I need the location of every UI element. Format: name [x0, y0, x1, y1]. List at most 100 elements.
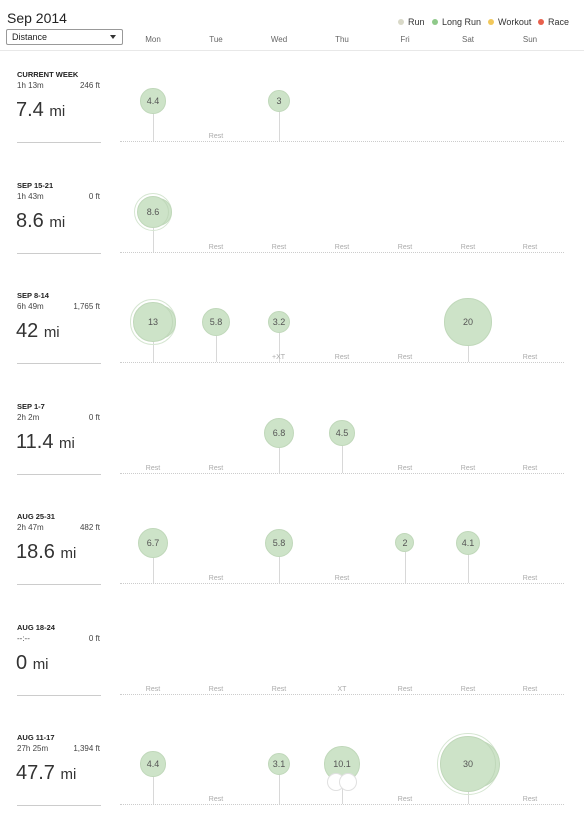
week-row[interactable]: SEP 15-21 1h 43m 0 ft 8.6 mi Rest Rest Rest Res…	[0, 176, 584, 287]
legend-label: Race	[548, 17, 570, 27]
run-stem	[153, 543, 154, 583]
week-label: AUG 25-31	[17, 512, 55, 521]
week-row[interactable]: AUG 18-24 --:-- 0 ft 0 mi Rest Rest Rest XT Rest…	[0, 618, 584, 729]
week-row[interactable]: AUG 11-17 27h 25m 1,394 ft 47.7 mi Rest Rest R…	[0, 728, 584, 839]
run-bubble[interactable]: 6.8	[264, 418, 294, 448]
week-distance-unit: mi	[60, 545, 77, 562]
page-title: Sep 2014	[7, 10, 67, 26]
week-time: 6h 49m	[17, 302, 44, 311]
run-distance-label: 3	[276, 95, 282, 106]
rest-day-label: Rest	[145, 465, 161, 472]
run-distance-label: 4.5	[335, 427, 349, 438]
run-bubble[interactable]: 4.4	[140, 751, 166, 777]
run-stem	[468, 543, 469, 583]
rest-day-label: Rest	[460, 465, 476, 472]
week-row[interactable]: AUG 25-31 2h 47m 482 ft 18.6 mi Rest Rest Rest…	[0, 507, 584, 618]
rest-day-label: Rest	[397, 686, 413, 693]
rest-day-label: Rest	[397, 796, 413, 803]
run-bubble[interactable]: 5.8	[201, 307, 231, 337]
run-bubble[interactable]: 3.2	[267, 310, 291, 334]
rest-day-label: Rest	[334, 354, 350, 361]
week-summary-divider	[17, 253, 101, 254]
rest-day-label: Rest	[271, 244, 287, 251]
week-time: 2h 47m	[17, 523, 44, 532]
run-bubble[interactable]: 5.8	[264, 528, 294, 558]
run-bubble[interactable]: 20	[444, 298, 492, 346]
legend-dot-icon	[538, 19, 544, 25]
run-bubble[interactable]: 13	[133, 302, 173, 342]
rest-day-label: Rest	[208, 575, 224, 582]
rest-day-label: Rest	[522, 465, 538, 472]
run-stem	[279, 764, 280, 804]
legend-label: Workout	[498, 17, 532, 27]
week-distance: 0 mi	[16, 652, 49, 675]
metric-select[interactable]: Distance	[6, 29, 123, 45]
legend-dot-icon	[432, 19, 438, 25]
legend-dot-icon	[488, 19, 494, 25]
run-distance-label: 4.4	[146, 758, 160, 769]
week-baseline	[120, 583, 564, 584]
run-bubble[interactable]: 2	[395, 533, 415, 553]
week-baseline	[120, 362, 564, 363]
run-distance-label: 13	[147, 316, 158, 327]
week-time: 1h 13m	[17, 81, 44, 90]
week-distance-value: 8.6	[16, 210, 44, 232]
legend-label: Long Run	[442, 17, 482, 27]
run-bubble[interactable]: 6.7	[138, 528, 168, 558]
run-distance-label: 6.7	[146, 537, 160, 548]
run-bubble[interactable]: 30	[439, 735, 497, 793]
run-stem	[279, 543, 280, 583]
rest-day-label: Rest	[460, 686, 476, 693]
run-bubble[interactable]: 3	[268, 90, 290, 112]
day-header-thu: Thu	[335, 35, 349, 44]
week-summary-divider	[17, 363, 101, 364]
week-summary-divider	[17, 584, 101, 585]
week-distance-unit: mi	[49, 103, 66, 120]
run-bubble[interactable]: 4.4	[140, 88, 166, 114]
run-bubble[interactable]: 4.5	[329, 420, 355, 446]
rest-day-label: Rest	[208, 244, 224, 251]
week-time: 2h 2m	[17, 413, 40, 422]
week-elevation: 246 ft	[79, 81, 100, 90]
run-distance-label: 2	[402, 537, 408, 548]
week-label: SEP 15-21	[17, 181, 54, 190]
day-header-mon: Mon	[145, 35, 161, 44]
week-baseline	[120, 473, 564, 474]
legend-item-run: Run	[398, 17, 425, 27]
week-row[interactable]: SEP 1-7 2h 2m 0 ft 11.4 mi Rest Rest Rest Rest R…	[0, 397, 584, 508]
rest-day-label: Rest	[145, 686, 161, 693]
day-header-wed: Wed	[270, 35, 288, 44]
week-distance-value: 42	[16, 320, 39, 342]
run-stem	[153, 212, 154, 252]
chevron-down-icon	[110, 35, 116, 39]
week-distance-unit: mi	[49, 214, 66, 231]
run-distance-label: 3.2	[272, 316, 286, 327]
legend-item-long-run: Long Run	[432, 17, 481, 27]
week-summary-divider	[17, 142, 101, 143]
rest-day-label: Rest	[271, 686, 287, 693]
week-elevation: 0 ft	[88, 192, 100, 201]
week-label: AUG 18-24	[17, 623, 55, 632]
run-bubble[interactable]: 8.6	[136, 195, 170, 229]
run-ghost-bubble	[339, 773, 357, 791]
week-row[interactable]: CURRENT WEEK 1h 13m 246 ft 7.4 mi Rest 4.4 3	[0, 65, 584, 176]
rest-day-label: Rest	[208, 796, 224, 803]
run-distance-label: 10.1	[333, 758, 351, 769]
week-summary-divider	[17, 474, 101, 475]
run-bubble[interactable]: 3.1	[267, 752, 291, 776]
run-bubble[interactable]: 4.1	[455, 530, 481, 556]
day-header-sun: Sun	[522, 35, 538, 44]
rest-day-label: Rest	[522, 244, 538, 251]
week-distance-unit: mi	[32, 656, 49, 673]
run-distance-label: 4.1	[461, 537, 475, 548]
week-distance-value: 11.4	[16, 431, 54, 453]
legend-item-workout: Workout	[488, 17, 531, 27]
rest-day-label: Rest	[208, 686, 224, 693]
run-distance-label: 5.8	[209, 316, 223, 327]
week-distance-unit: mi	[43, 324, 60, 341]
week-row[interactable]: SEP 8-14 6h 49m 1,765 ft 42 mi Rest Rest Rest 1…	[0, 286, 584, 397]
week-summary-divider	[17, 695, 101, 696]
run-stem	[153, 764, 154, 804]
week-elevation: 1,765 ft	[73, 302, 100, 311]
week-label: AUG 11-17	[17, 733, 55, 742]
